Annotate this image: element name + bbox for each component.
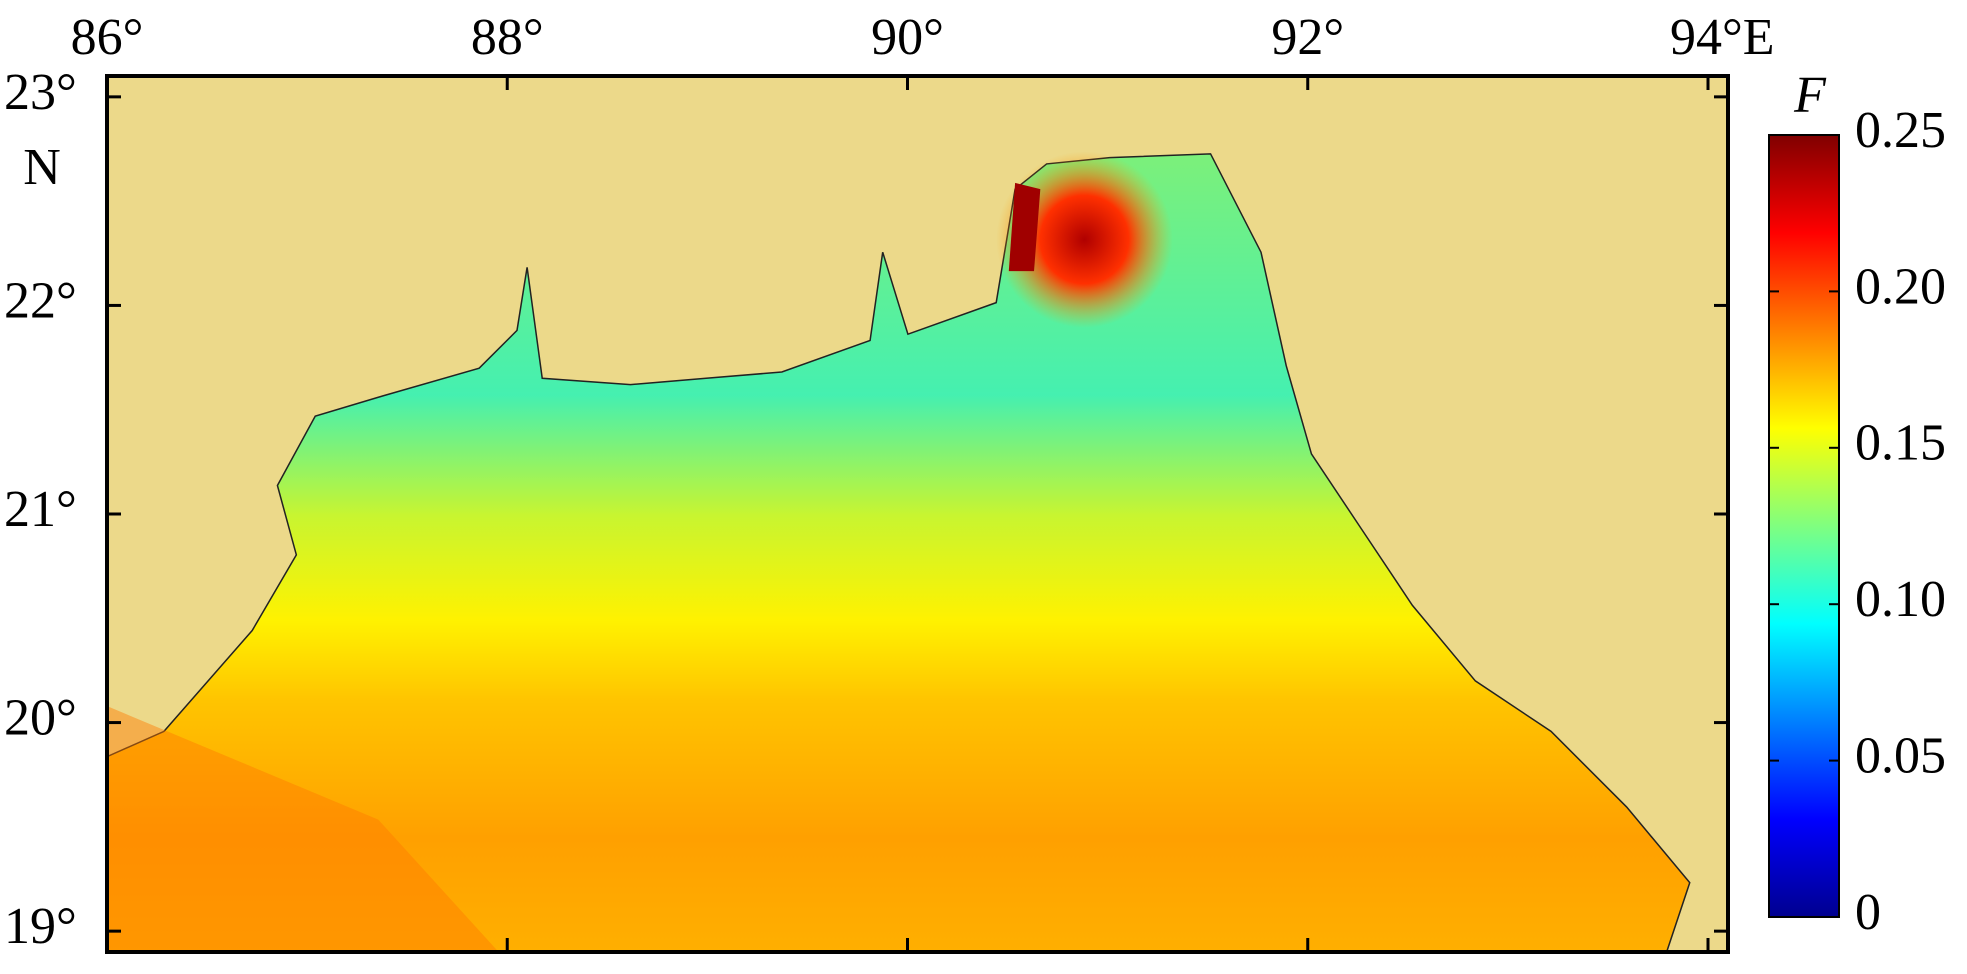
x-tick-label: 86° [71,9,144,66]
x-tick-label: 92° [1271,9,1344,66]
colorbar-tick-label: 0.20 [1855,258,1946,315]
colorbar-tick-label: 0.15 [1855,415,1946,472]
y-hemisphere-label: N [23,139,61,196]
colorbar-tick-label: 0.05 [1855,728,1946,785]
y-tick-label: 20° [4,690,77,747]
colorbar [1768,134,1840,918]
x-tick-label: 88° [471,9,544,66]
y-tick-label: 22° [4,272,77,329]
y-tick-label: 19° [4,898,77,955]
colorbar-tick-label: 0 [1855,884,1881,941]
y-tick-label: 21° [4,481,77,538]
map-area [107,76,1728,952]
x-tick-label: 90° [871,9,944,66]
y-tick-label: 23° [4,64,77,121]
sea [107,151,1691,952]
colorbar-tick-label: 0.10 [1855,571,1946,628]
colorbar-label: F [1793,67,1827,124]
x-tick-label: 94°E [1670,9,1775,66]
colorbar-tick-label: 0.25 [1855,102,1946,159]
